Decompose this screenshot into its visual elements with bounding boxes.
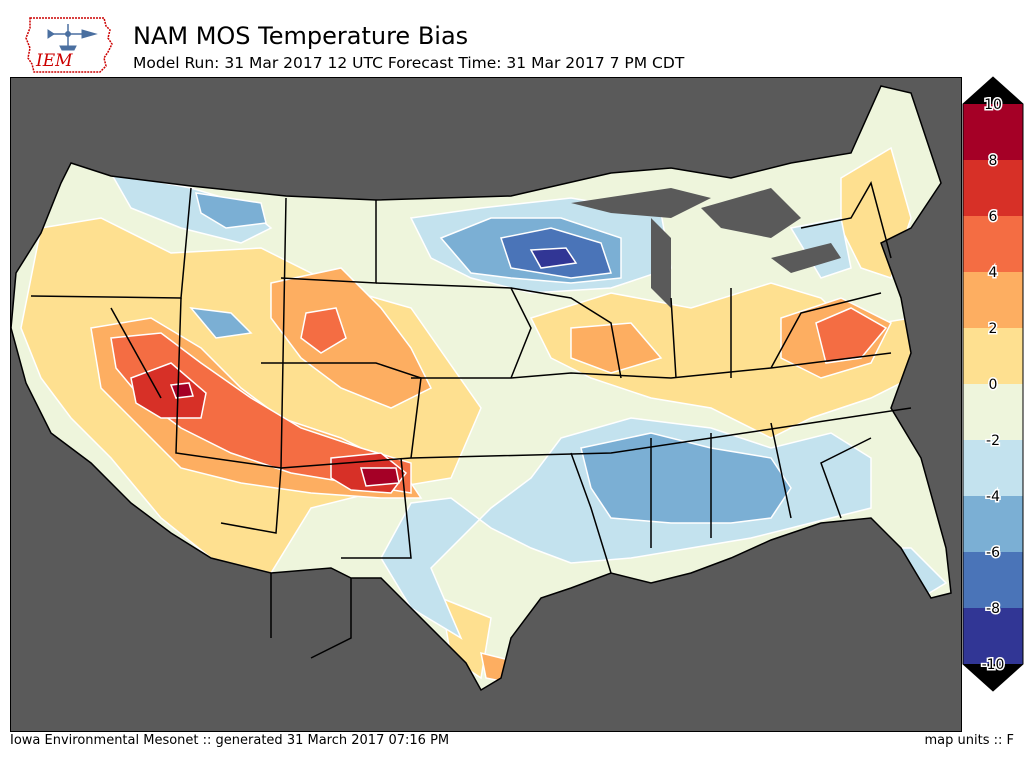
weather-vane-icon (47, 24, 98, 51)
colorbar-tick-label: -8 (986, 601, 1000, 617)
colorbar-bin (963, 608, 1023, 664)
contour-hot-colorado (300, 307, 347, 354)
colorbar-tick-label: 8 (989, 153, 998, 169)
colorbar-bin (963, 384, 1023, 440)
contour-cold-idaho (189, 307, 253, 339)
colorbar-tick-label: -4 (986, 489, 1000, 505)
colorbar-tick-label: 6 (989, 209, 998, 225)
contour-extreme-cold-minnesota (529, 247, 578, 269)
map-subtitle: Model Run: 31 Mar 2017 12 UTC Forecast T… (133, 54, 685, 72)
colorbar-bin (963, 328, 1023, 384)
logo-text: IEM (35, 51, 73, 71)
colorbar-bin (963, 104, 1023, 160)
colorbar-bin (963, 160, 1023, 216)
colorbar-bin (963, 272, 1023, 328)
state-boundaries (11, 85, 952, 692)
colorbar-tick-label: -10 (982, 657, 1005, 673)
contour-hot-virginia (815, 307, 888, 364)
colorbar-bin (963, 216, 1023, 272)
colorbar-tick-label: 4 (989, 265, 998, 281)
contour-cold-montana (194, 192, 267, 229)
contour-extreme-new-mexico (360, 467, 400, 487)
colorbar-bin (963, 496, 1023, 552)
colorbar-bin (963, 440, 1023, 496)
colorbar-overflow-top (963, 77, 1023, 104)
map-title: NAM MOS Temperature Bias (133, 22, 469, 50)
colorbar-overflow-bottom (963, 664, 1023, 691)
colorbar-tick-label: 10 (984, 97, 1002, 113)
colorbar-tick-label: 2 (989, 321, 998, 337)
lakes (571, 188, 841, 308)
footer-units: map units :: F (924, 733, 1014, 748)
colorbar-tick-label: 0 (989, 377, 998, 393)
contour-cold-arkansas (580, 432, 792, 524)
colorbar-legend: 10 8 6 4 2 0 -2 -4 -6 -8 -10 (962, 76, 1024, 692)
contour-moderate-wyoming (270, 267, 433, 409)
map-area[interactable] (10, 77, 962, 732)
colorbar-tick-label: -2 (986, 433, 1000, 449)
colorbar-tick-label: -6 (986, 545, 1000, 561)
footer-credit: Iowa Environmental Mesonet :: generated … (10, 733, 450, 748)
iem-logo: IEM (25, 17, 113, 73)
contour-extreme-nevada (169, 382, 194, 399)
colorbar-bin (963, 552, 1023, 608)
